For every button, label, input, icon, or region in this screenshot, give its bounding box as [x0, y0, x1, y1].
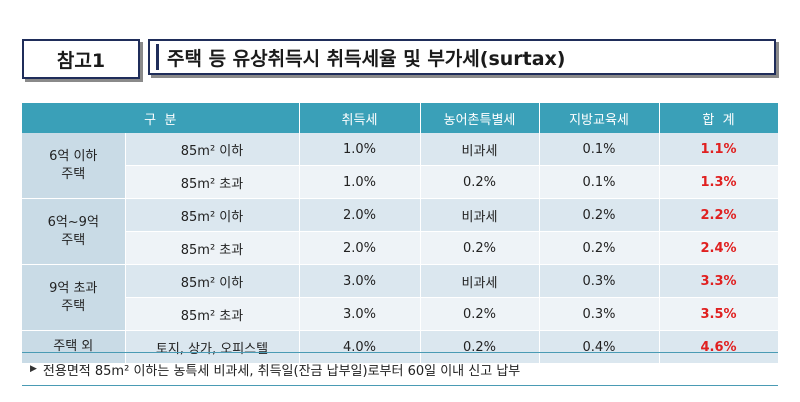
group-label: 9억 초과 주택 [22, 264, 126, 331]
reference-label: 참고1 [22, 39, 140, 79]
total-cell: 1.3% [659, 165, 779, 199]
size-cell: 85m² 초과 [125, 231, 300, 265]
table-row: 85m² 초과 3.0% 0.2% 0.3% 3.5% [22, 297, 779, 331]
total-cell: 3.3% [659, 264, 779, 298]
page-title: 주택 등 유상취득시 취득세율 및 부가세(surtax) [148, 39, 776, 75]
total-cell: 1.1% [659, 133, 779, 166]
size-cell: 85m² 초과 [125, 297, 300, 331]
title-divider [156, 44, 159, 70]
footnote-text: 전용면적 85m² 이하는 농특세 비과세, 취득일(잔금 납부일)로부터 60… [42, 363, 521, 379]
group-label: 6억~9억 주택 [22, 198, 126, 265]
education-tax-cell: 0.3% [539, 264, 660, 298]
column-header-category: 구 분 [22, 103, 300, 133]
rural-tax-cell: 0.2% [420, 297, 540, 331]
acquisition-tax-cell: 1.0% [299, 165, 421, 199]
rural-tax-cell: 비과세 [420, 264, 540, 298]
table-row: 85m² 초과 1.0% 0.2% 0.1% 1.3% [22, 165, 779, 199]
total-cell: 2.2% [659, 198, 779, 232]
education-tax-cell: 0.2% [539, 231, 660, 265]
group-label: 주택 외 [22, 330, 126, 364]
table-row: 6억 이하 주택 85m² 이하 1.0% 비과세 0.1% 1.1% [22, 133, 779, 199]
table-row: 6억~9억 주택 85m² 이하 2.0% 비과세 0.2% 2.2% [22, 198, 779, 265]
acquisition-tax-cell: 3.0% [299, 264, 421, 298]
education-tax-cell: 0.1% [539, 165, 660, 199]
acquisition-tax-cell: 2.0% [299, 231, 421, 265]
table-header-row: 구 분 취득세 농어촌특별세 지방교육세 합 계 [22, 103, 779, 133]
group-label: 6억 이하 주택 [22, 133, 126, 199]
education-tax-cell: 0.2% [539, 198, 660, 232]
size-cell: 85m² 이하 [125, 198, 300, 232]
page-title-text: 주택 등 유상취득시 취득세율 및 부가세(surtax) [167, 47, 566, 70]
size-cell: 85m² 이하 [125, 264, 300, 298]
rural-tax-cell: 0.2% [420, 165, 540, 199]
table-row: 85m² 초과 2.0% 0.2% 0.2% 2.4% [22, 231, 779, 265]
table-body: 6억 이하 주택 85m² 이하 1.0% 비과세 0.1% 1.1% 85m² 초과 1.0… [22, 133, 779, 364]
column-header-acquisition-tax: 취득세 [299, 103, 421, 133]
education-tax-cell: 0.1% [539, 133, 660, 166]
acquisition-tax-cell: 4.0% [299, 330, 421, 364]
table-row: 9억 초과 주택 85m² 이하 3.0% 비과세 0.3% 3.3% [22, 264, 779, 331]
total-cell: 3.5% [659, 297, 779, 331]
size-cell: 85m² 초과 [125, 165, 300, 199]
rural-tax-cell: 0.2% [420, 330, 540, 364]
acquisition-tax-cell: 1.0% [299, 133, 421, 166]
footnote: ▶ 전용면적 85m² 이하는 농특세 비과세, 취득일(잔금 납부일)로부터 … [22, 352, 778, 386]
bullet-triangle-icon: ▶ [30, 364, 37, 374]
education-tax-cell: 0.3% [539, 297, 660, 331]
column-header-education-tax: 지방교육세 [539, 103, 660, 133]
rural-tax-cell: 0.2% [420, 231, 540, 265]
education-tax-cell: 0.4% [539, 330, 660, 364]
total-cell: 4.6% [659, 330, 779, 364]
column-header-rural-tax: 농어촌특별세 [420, 103, 540, 133]
reference-label-text: 참고1 [56, 49, 106, 72]
title-row: 참고1 주택 등 유상취득시 취득세율 및 부가세(surtax) [22, 39, 782, 79]
size-cell: 85m² 이하 [125, 133, 300, 166]
rural-tax-cell: 비과세 [420, 133, 540, 166]
column-header-total: 합 계 [659, 103, 779, 133]
acquisition-tax-cell: 3.0% [299, 297, 421, 331]
table-row: 주택 외 토지, 상가, 오피스텔 4.0% 0.2% 0.4% 4.6% [22, 330, 779, 364]
rural-tax-cell: 비과세 [420, 198, 540, 232]
acquisition-tax-cell: 2.0% [299, 198, 421, 232]
total-cell: 2.4% [659, 231, 779, 265]
tax-rate-table: 구 분 취득세 농어촌특별세 지방교육세 합 계 6억 이하 주택 85m² 이하… [22, 103, 779, 364]
